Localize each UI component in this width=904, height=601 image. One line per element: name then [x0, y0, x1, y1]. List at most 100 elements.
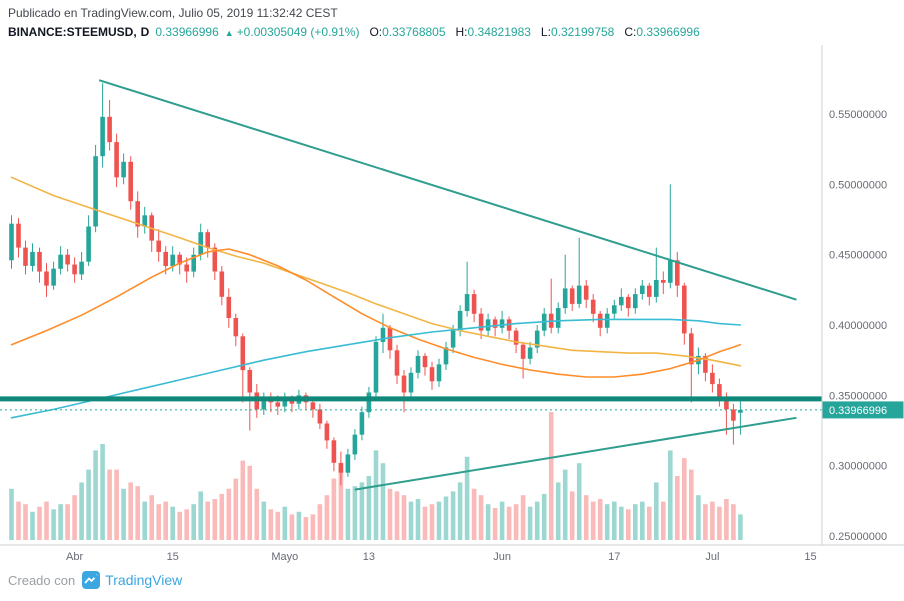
candle-body: [387, 327, 393, 351]
volume-bar: [724, 499, 729, 540]
candle-body: [738, 409, 743, 413]
candle-body: [513, 330, 519, 345]
price-tick-label: 0.40000000: [829, 320, 887, 332]
trendlines-layer[interactable]: [98, 79, 797, 491]
candle-body: [184, 264, 189, 272]
candle-body: [100, 116, 105, 157]
candle-body: [359, 412, 365, 435]
candle-body: [415, 355, 421, 373]
volume-bar: [240, 460, 246, 540]
time-axis[interactable]: Abr 15 Mayo 13 Jun 17 Jul 15: [66, 551, 817, 563]
volume-bar: [499, 501, 505, 540]
volume-bar: [710, 501, 715, 540]
descending-trendline[interactable]: [98, 79, 797, 301]
time-tick-label: 13: [363, 551, 375, 563]
candle-body: [457, 310, 463, 331]
candle-body: [429, 367, 435, 382]
volume-bar: [282, 506, 288, 540]
candlestick-chart[interactable]: 0.55000000 0.50000000 0.45000000 0.40000000…: [0, 45, 904, 565]
volume-bar: [478, 495, 484, 540]
volume-bar: [352, 486, 358, 540]
open-value: 0.33768805: [382, 25, 446, 39]
candle-body: [240, 336, 246, 371]
volume-bar: [668, 450, 673, 540]
candle-body: [640, 285, 645, 294]
volume-bar: [212, 499, 218, 540]
candle-body: [93, 156, 98, 227]
volume-bar: [268, 509, 274, 540]
candle-body: [555, 308, 561, 328]
candle-body: [654, 280, 659, 297]
volume-bar: [93, 450, 98, 540]
tradingview-brand-link[interactable]: TradingView: [105, 572, 183, 588]
volume-bar: [37, 506, 42, 540]
volume-bar: [555, 482, 561, 540]
high-label: H:: [455, 25, 468, 39]
volume-bar: [114, 469, 119, 540]
tradingview-logo-icon[interactable]: [82, 571, 101, 589]
candle-body: [72, 264, 77, 275]
symbol-name[interactable]: BINANCE:STEEMUSD,: [8, 25, 137, 39]
volume-bar: [394, 491, 400, 540]
last-price-badge: 0.33966996: [822, 401, 904, 419]
volume-bar: [44, 501, 49, 540]
volume-bar: [331, 478, 337, 540]
volume-bar: [128, 482, 133, 540]
candle-body: [450, 330, 456, 348]
candle-body: [710, 372, 715, 385]
open-label: O:: [369, 25, 383, 39]
last-price-text: 0.33966996: [155, 25, 219, 39]
candle-body: [478, 313, 484, 331]
candle-body: [492, 319, 498, 328]
volume-bar: [79, 482, 84, 540]
candle-body: [51, 268, 56, 286]
candle-body: [261, 398, 267, 410]
candle-body: [205, 232, 210, 248]
volume-bar: [233, 478, 239, 540]
candle-body: [275, 402, 281, 407]
symbol-legend: BINANCE:STEEMUSD, D 0.33966996 ▲ +0.0030…: [8, 25, 700, 39]
candle-body: [604, 313, 610, 328]
volume-bar: [450, 491, 456, 540]
candle-body: [626, 296, 631, 309]
volume-bar: [184, 509, 189, 540]
candle-body: [422, 355, 428, 368]
candle-body: [661, 280, 666, 283]
candle-body: [247, 370, 253, 393]
volume-bar: [303, 517, 309, 540]
volume-bar: [135, 486, 140, 540]
ascending-trendline[interactable]: [354, 416, 797, 491]
volume-bar: [163, 501, 168, 540]
volume-bar: [534, 501, 540, 540]
candle-body: [682, 285, 687, 334]
time-tick-label: 15: [167, 551, 179, 563]
candle-body: [233, 318, 239, 337]
volume-bar: [226, 488, 232, 540]
volume-bar: [436, 501, 442, 540]
candle-body: [170, 254, 175, 266]
volume-bar: [387, 488, 393, 540]
volume-bar: [492, 508, 498, 540]
price-tick-label: 0.30000000: [829, 461, 887, 473]
volume-bar: [16, 501, 21, 540]
candle-body: [317, 409, 323, 424]
ma-line-slow-yellow: [10, 176, 742, 367]
volume-bar: [604, 504, 610, 540]
volume-bar: [590, 501, 596, 540]
price-axis[interactable]: 0.55000000 0.50000000 0.45000000 0.40000000…: [829, 109, 887, 543]
volume-bar: [401, 495, 407, 540]
candle-body: [394, 350, 400, 376]
candle-body: [576, 285, 582, 304]
volume-bar: [562, 469, 568, 540]
candle-body: [499, 319, 505, 328]
candle-body: [212, 247, 218, 272]
volume-bar: [612, 501, 617, 540]
change-up-arrow-icon: ▲: [224, 28, 234, 38]
volume-bar: [689, 469, 694, 540]
low-value: 0.32199758: [550, 25, 615, 39]
interval-label[interactable]: D: [140, 25, 150, 39]
candle-body: [44, 271, 49, 286]
volume-bar: [9, 488, 14, 540]
candle-body: [689, 333, 694, 365]
volume-bar: [198, 491, 203, 540]
